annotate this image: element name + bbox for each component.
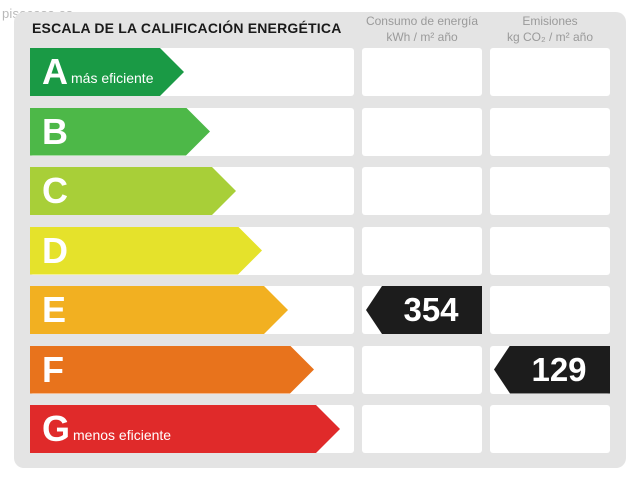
consumo-cell xyxy=(362,226,482,275)
rating-arrow-d: D xyxy=(30,227,262,275)
emisiones-header-unit: kg CO₂ / m² año xyxy=(506,30,593,44)
rating-letter: A xyxy=(42,51,68,92)
consumo-column-header: Consumo de energía kWh / m² año xyxy=(362,13,482,45)
rating-row-f: F 129 xyxy=(0,345,640,394)
consumo-cell xyxy=(362,405,482,453)
rating-row-e: E 354 xyxy=(0,286,640,334)
rating-letter: F xyxy=(42,348,64,390)
emisiones-header-line1: Emisiones xyxy=(522,14,578,28)
emisiones-cell xyxy=(490,286,610,334)
consumo-header-line1: Consumo de energía xyxy=(365,14,479,28)
consumo-cell xyxy=(362,345,482,394)
rating-arrow-e: E xyxy=(30,286,288,334)
rating-label: menos eficiente xyxy=(73,427,172,443)
rating-letter: G xyxy=(42,408,71,449)
emisiones-value-badge: 129 xyxy=(494,345,610,394)
rating-label: más eficiente xyxy=(71,70,154,86)
emisiones-cell xyxy=(490,167,610,215)
consumo-cell xyxy=(362,48,482,96)
emisiones-cell xyxy=(490,226,610,275)
rating-arrow-f: F xyxy=(30,346,314,394)
page-title: ESCALA DE LA CALIFICACIÓN ENERGÉTICA xyxy=(32,20,342,36)
rating-letter: C xyxy=(42,170,68,211)
rating-row-d: D xyxy=(0,226,640,275)
rating-letter: E xyxy=(42,289,67,330)
rating-arrow-c: C xyxy=(30,167,236,215)
consumo-header-unit: kWh / m² año xyxy=(386,30,458,44)
emisiones-cell xyxy=(490,405,610,453)
rating-row-c: C xyxy=(0,167,640,215)
emisiones-column-header: Emisiones kg CO₂ / m² año xyxy=(490,13,610,45)
rating-row-b: B xyxy=(0,107,640,156)
rating-arrow-b: B xyxy=(30,108,210,156)
consumo-cell xyxy=(362,167,482,215)
rating-letter: D xyxy=(42,229,68,271)
consumo-value: 354 xyxy=(403,291,459,328)
emisiones-value: 129 xyxy=(531,350,587,388)
emisiones-cell xyxy=(490,107,610,156)
rating-letter: B xyxy=(42,110,68,152)
consumo-value-badge: 354 xyxy=(366,286,482,334)
emisiones-cell xyxy=(490,48,610,96)
consumo-cell xyxy=(362,107,482,156)
